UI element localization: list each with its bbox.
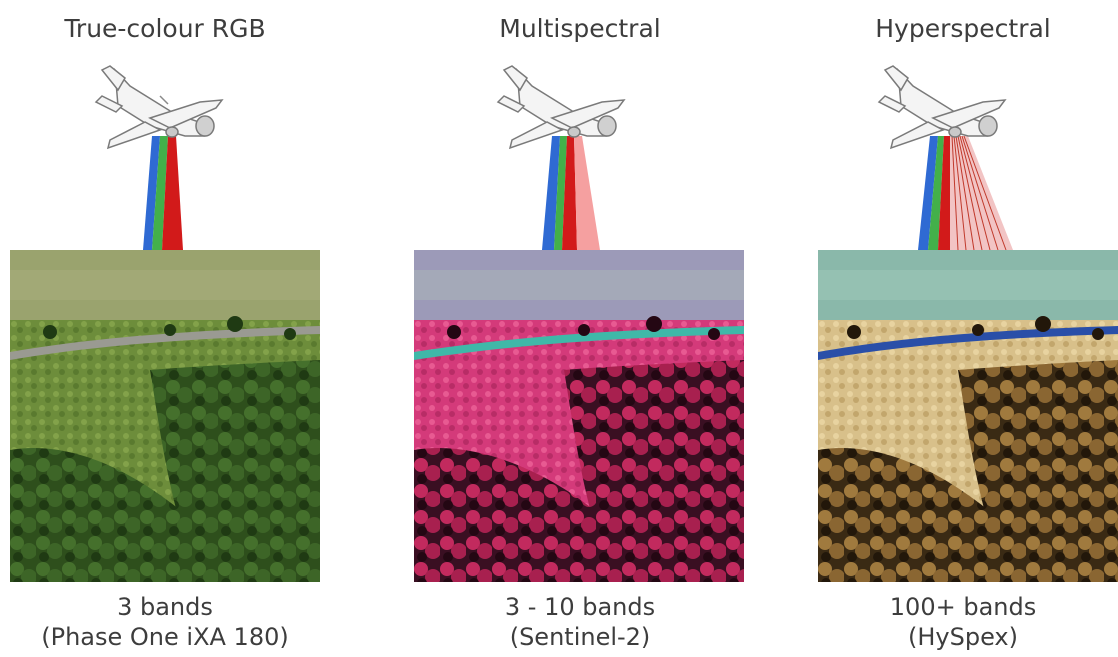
- panel-caption: 3 - 10 bands (Sentinel-2): [402, 592, 758, 652]
- panel-caption: 100+ bands (HySpex): [808, 592, 1118, 652]
- airplane-with-beam-rgb: [94, 65, 224, 250]
- beam-band-lines: [951, 135, 1007, 251]
- beam-green: [928, 136, 944, 250]
- beam-red: [162, 136, 183, 250]
- beam-red: [562, 136, 577, 250]
- aerial-image-rgb: [10, 250, 320, 582]
- airplane-with-beam-hyperspectral: [877, 65, 1013, 251]
- airplane-with-beam-multispectral: [496, 65, 626, 250]
- airplane-icon: [877, 65, 1007, 150]
- band-count: 100+ bands: [889, 593, 1037, 621]
- sensor-name: (Sentinel-2): [509, 623, 651, 651]
- beam-blue: [918, 136, 938, 250]
- beam-blue: [143, 136, 160, 250]
- aerial-image-hyperspectral: [818, 250, 1118, 582]
- beam-nir: [574, 136, 600, 250]
- beam-hyperspectral-bands: [950, 136, 1013, 250]
- band-count: 3 bands: [117, 593, 213, 621]
- airplane-icon: [94, 65, 224, 150]
- aerial-image-multispectral: [414, 250, 744, 582]
- beam-green: [152, 136, 168, 250]
- band-count: 3 - 10 bands: [504, 593, 656, 621]
- panel-multispectral: Multispectral: [402, 0, 758, 657]
- sensor-name: (Phase One iXA 180): [41, 623, 289, 651]
- panel-caption: 3 bands (Phase One iXA 180): [0, 592, 330, 652]
- airplane-icon: [496, 65, 626, 150]
- sensor-name: (HySpex): [908, 623, 1018, 651]
- panel-title: True-colour RGB: [64, 14, 266, 43]
- panel-hyperspectral: Hyperspectral: [808, 0, 1118, 657]
- beam-green: [554, 136, 567, 250]
- panel-title: Hyperspectral: [875, 14, 1051, 43]
- panel-true-colour: True-colour RGB: [0, 0, 330, 657]
- panel-title: Multispectral: [499, 14, 661, 43]
- beam-red: [938, 136, 950, 250]
